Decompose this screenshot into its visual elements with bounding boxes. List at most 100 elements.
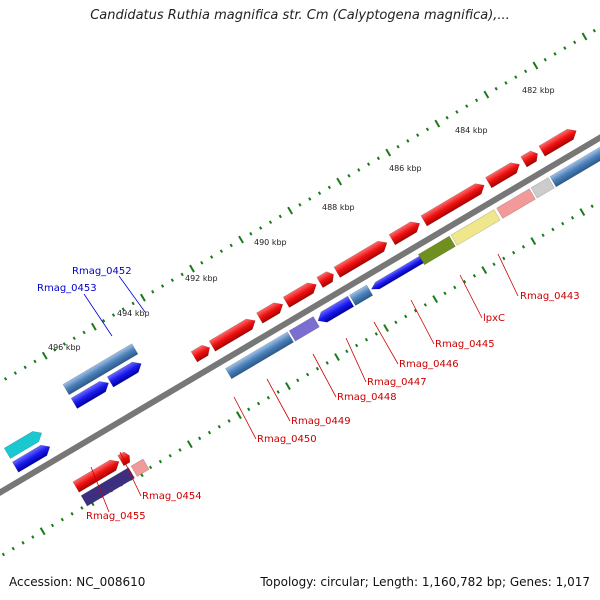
gene-steelblue[interactable] [225, 331, 294, 380]
gene-forward-red[interactable] [333, 238, 390, 278]
scale-tick [530, 237, 537, 245]
scale-tick [394, 320, 398, 325]
scale-tick [581, 32, 588, 41]
gene-forward-red[interactable] [485, 159, 522, 189]
scale-tick [189, 264, 195, 273]
gene-label[interactable]: Rmag_0455 [86, 511, 146, 522]
gene-label[interactable]: Rmag_0448 [337, 392, 397, 403]
gene-forward-red[interactable] [208, 315, 258, 352]
gene-forward-red[interactable] [72, 456, 122, 493]
gene-label[interactable]: Rmag_0443 [520, 291, 580, 302]
gene-label[interactable]: Rmag_0449 [291, 416, 351, 427]
scale-tick [523, 69, 528, 74]
gene-forward-red[interactable] [388, 218, 423, 246]
scale-tick [406, 139, 410, 143]
scale-tick [82, 330, 86, 335]
scale-label: 486 kbp [389, 164, 422, 173]
scale-tick [465, 104, 469, 108]
scale-tick [396, 144, 400, 149]
scale-tick [462, 279, 467, 284]
gene-forward-red[interactable] [282, 279, 319, 308]
scale-tick [570, 216, 575, 220]
gene-pink-0454[interactable] [130, 458, 150, 477]
gene-label[interactable]: Rmag_0453 [37, 283, 97, 294]
scale-tick [543, 57, 547, 62]
accession-text: Accession: NC_008610 [9, 575, 146, 589]
scale-tick [259, 226, 263, 230]
gene-forward-red[interactable] [520, 149, 541, 168]
scale-tick [327, 185, 331, 190]
gene-forward-red[interactable] [538, 126, 580, 157]
scale-tick [374, 332, 378, 336]
scale-tick [11, 546, 15, 551]
gene-leader-line [459, 274, 483, 319]
scale-tick [151, 290, 155, 294]
scale-tick [383, 324, 389, 333]
gene-label[interactable]: Rmag_0454 [142, 491, 202, 502]
gene-grey[interactable] [530, 177, 555, 199]
gene-leader-line [373, 321, 399, 365]
gene-reverse-blue[interactable] [12, 442, 53, 473]
gene-forward-red[interactable] [117, 450, 133, 467]
scale-tick [334, 353, 340, 362]
scale-label: 484 kbp [455, 126, 488, 135]
gene-cyan[interactable] [3, 428, 45, 459]
gene-forward-red[interactable] [316, 269, 337, 288]
gene-label[interactable]: Rmag_0446 [399, 359, 459, 370]
gene-darkpurple[interactable] [80, 467, 135, 507]
scale-tick [590, 204, 594, 209]
scale-tick [364, 337, 369, 342]
gene-reverse-blue[interactable] [106, 358, 144, 388]
scale-tick [23, 365, 27, 370]
gene-leader-line [119, 451, 142, 497]
gene-label[interactable]: Rmag_0450 [257, 434, 317, 445]
gene-purple[interactable] [288, 316, 320, 342]
scale-tick [434, 119, 441, 128]
scale-tick [276, 390, 280, 394]
scale-tick [90, 322, 97, 331]
gene-forward-red[interactable] [190, 342, 213, 363]
gene-steelblue[interactable] [549, 145, 600, 188]
scale-tick [532, 61, 539, 70]
gene-forward-red[interactable] [256, 299, 286, 324]
gene-reverse-blue-0453[interactable] [70, 378, 112, 409]
scale-tick [31, 535, 35, 539]
scale-tick [416, 133, 420, 137]
scale-tick [336, 177, 343, 186]
gene-yellow[interactable] [450, 209, 501, 246]
gene-label[interactable]: Rmag_0452 [72, 266, 132, 277]
scale-tick [504, 81, 508, 85]
gene-leader-line [118, 275, 146, 313]
scale-tick [1, 552, 6, 557]
scale-tick [158, 459, 163, 464]
gene-leader-line [345, 337, 367, 383]
scale-tick [445, 115, 449, 120]
scale-tick [268, 220, 273, 224]
scale-tick [492, 262, 496, 267]
scale-tick [180, 272, 184, 277]
gene-steelblue[interactable] [349, 284, 374, 306]
scale-tick [200, 261, 204, 265]
scale-tick [308, 197, 312, 201]
scale-tick [131, 301, 135, 306]
gene-label[interactable]: Rmag_0445 [435, 339, 495, 350]
scale-tick [227, 419, 231, 423]
gene-forward-red[interactable] [420, 180, 487, 227]
scale-tick [357, 168, 361, 172]
gene-olive[interactable] [417, 235, 456, 266]
gene-pink[interactable] [496, 188, 536, 219]
scale-tick [385, 148, 392, 157]
gene-label[interactable]: Rmag_0447 [367, 377, 427, 388]
scale-tick [168, 453, 172, 458]
gene-steelblue-0452[interactable] [62, 343, 139, 396]
scale-tick [521, 245, 526, 249]
gene-leader-line [497, 253, 519, 297]
gene-reverse-blue[interactable] [315, 295, 355, 326]
scale-tick [512, 250, 516, 255]
scale-tick [178, 448, 182, 452]
gene-label[interactable]: lpxC [483, 313, 505, 324]
scale-tick [413, 308, 418, 313]
genome-backbone [0, 54, 600, 569]
scale-tick [296, 378, 300, 383]
